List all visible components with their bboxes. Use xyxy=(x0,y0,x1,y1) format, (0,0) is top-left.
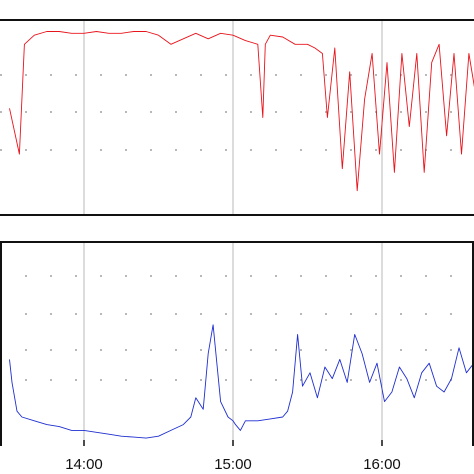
top-panel xyxy=(0,19,474,216)
top-panel-frame xyxy=(0,19,474,216)
x-tick-label: 16:00 xyxy=(363,456,401,473)
top-grid xyxy=(0,20,474,215)
x-tick-label: 14:00 xyxy=(65,456,103,473)
top-series-line xyxy=(9,31,474,192)
bottom-panel: 14:00 15:00 16:00 xyxy=(0,241,474,473)
x-axis-ticks: 14:00 15:00 16:00 xyxy=(65,440,401,473)
bottom-grid xyxy=(0,242,474,446)
x-tick-label: 15:00 xyxy=(214,456,252,473)
bottom-series-line xyxy=(9,324,474,439)
